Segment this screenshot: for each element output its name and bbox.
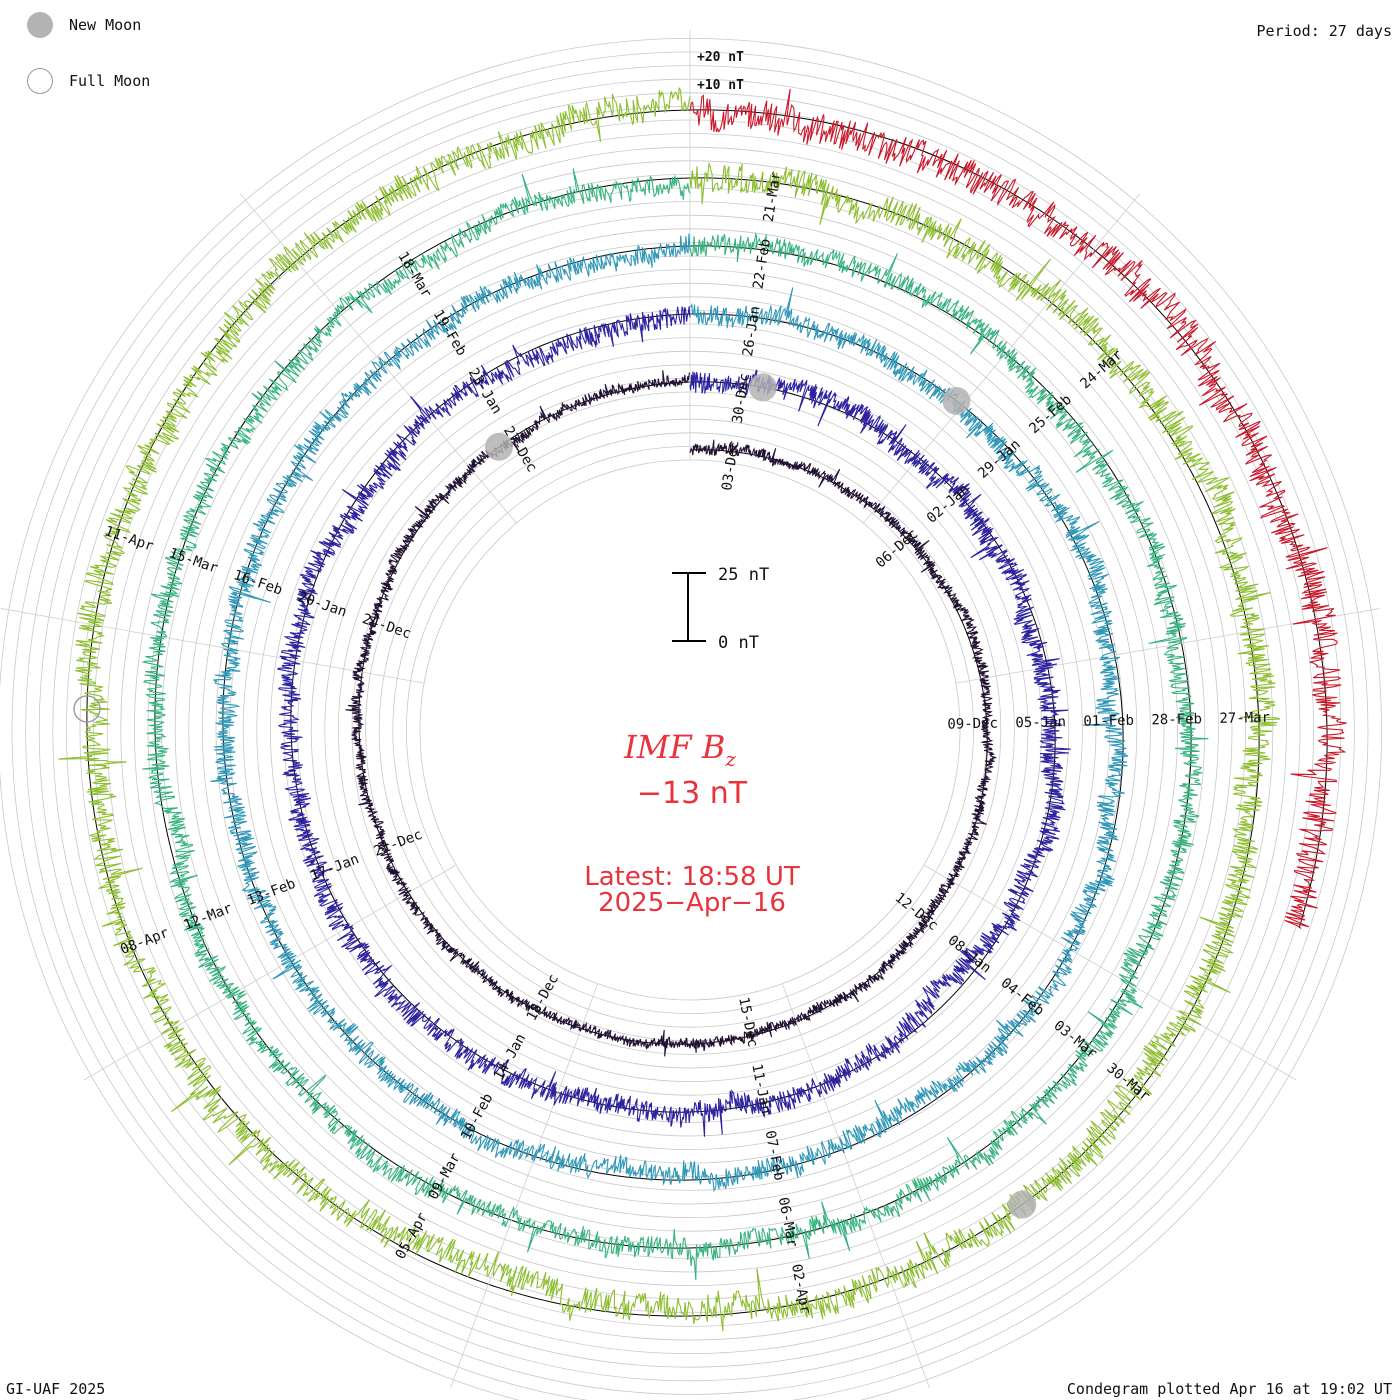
center-latest-time: Latest: 18:58 UT bbox=[584, 862, 800, 892]
footer-plot-time: Condegram plotted Apr 16 at 19:02 UT bbox=[1066, 1380, 1392, 1398]
new-moon-icon bbox=[27, 12, 53, 38]
scale-bar-top-label: 25 nT bbox=[718, 565, 769, 585]
center-title: IMF Bz bbox=[623, 728, 736, 771]
date-label: 13-Feb bbox=[245, 876, 298, 909]
new-moon-marker bbox=[942, 387, 971, 415]
grid-level-20-label: +20 nT bbox=[697, 50, 744, 65]
series-line bbox=[141, 168, 1209, 1281]
date-label: 21-Dec bbox=[372, 827, 425, 860]
grid-spoke bbox=[781, 983, 930, 1388]
scale-bar: 25 nT 0 nT bbox=[672, 565, 769, 653]
date-label: 12-Mar bbox=[182, 900, 235, 933]
grid-spoke bbox=[863, 193, 1141, 524]
date-label: 03-Dec bbox=[719, 439, 743, 491]
date-label: 21-Mar bbox=[761, 170, 785, 222]
scale-bar-bottom-label: 0 nT bbox=[718, 633, 759, 653]
full-moon-icon bbox=[27, 68, 53, 94]
date-label: 05-Jan bbox=[1015, 714, 1066, 731]
center-title-main: IMF B bbox=[623, 728, 725, 766]
date-label: 06-Dec bbox=[873, 526, 922, 571]
date-label: 10-Feb bbox=[458, 1091, 496, 1143]
date-label: 06-Mar bbox=[775, 1196, 801, 1249]
legend-full-moon: Full Moon bbox=[27, 68, 150, 94]
full-moon-label: Full Moon bbox=[69, 72, 151, 90]
date-label: 09-Dec bbox=[947, 716, 998, 733]
date-label: 30-Dec bbox=[730, 372, 754, 424]
series-line bbox=[276, 306, 1071, 1137]
grid-spoke bbox=[0, 608, 425, 684]
date-label: 01-Feb bbox=[1083, 713, 1134, 730]
legend-new-moon: New Moon bbox=[27, 12, 141, 38]
grid-spoke bbox=[450, 983, 599, 1388]
new-moon-marker bbox=[485, 432, 513, 461]
series-line bbox=[345, 370, 997, 1057]
grid-spoke bbox=[923, 864, 1297, 1081]
new-moon-label: New Moon bbox=[69, 16, 142, 34]
date-label: 08-Apr bbox=[118, 925, 171, 958]
series-line bbox=[58, 87, 1281, 1332]
grid-level-10-label: +10 nT bbox=[697, 78, 744, 93]
date-label: 22-Feb bbox=[750, 238, 774, 290]
center-latest-date: 2025−Apr−16 bbox=[598, 888, 786, 918]
moon-markers bbox=[73, 373, 1037, 1219]
period-label: Period: 27 days bbox=[1256, 22, 1392, 40]
series-line bbox=[210, 233, 1129, 1193]
new-moon-marker bbox=[1008, 1190, 1037, 1219]
date-label: 02-Jan bbox=[924, 481, 973, 526]
data-series bbox=[58, 87, 1347, 1332]
date-label: 28-Feb bbox=[1151, 711, 1202, 728]
footer-credit: GI-UAF 2025 bbox=[6, 1380, 106, 1398]
date-labels: 03-Dec06-Dec09-Dec12-Dec15-Dec18-Dec21-D… bbox=[103, 170, 1271, 1315]
date-label: 27-Mar bbox=[1219, 710, 1270, 727]
center-title-sub: z bbox=[724, 747, 736, 771]
full-moon-marker bbox=[73, 695, 101, 723]
date-label: 24-Mar bbox=[1077, 347, 1126, 392]
date-label: 17-Jan bbox=[308, 851, 361, 884]
grid-spokes bbox=[0, 30, 1380, 1388]
center-current-value: −13 nT bbox=[637, 776, 748, 811]
date-label: 15-Dec bbox=[735, 996, 761, 1049]
series-line bbox=[689, 88, 1347, 930]
date-label: 26-Jan bbox=[740, 305, 764, 357]
grid-spoke bbox=[83, 864, 457, 1081]
new-moon-marker bbox=[748, 373, 777, 402]
